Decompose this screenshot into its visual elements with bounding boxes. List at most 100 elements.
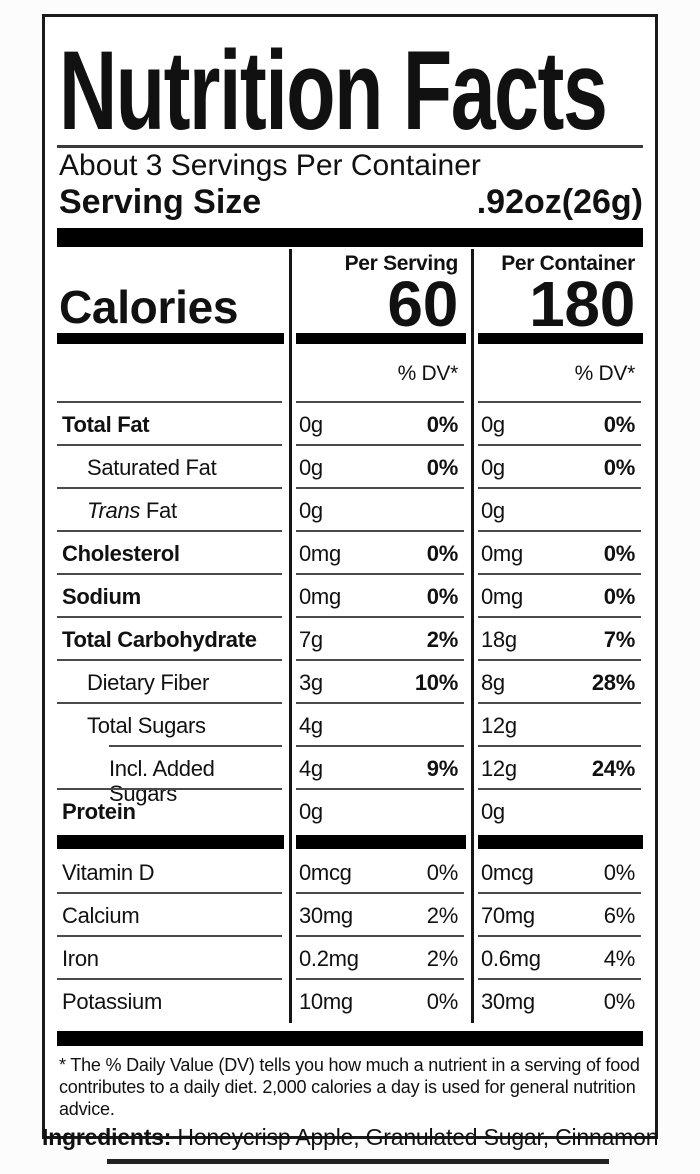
per-container-dv: 0% <box>603 541 636 566</box>
per-serving-dv: 0% <box>426 860 459 885</box>
per-container-amount: 70mg <box>481 903 535 928</box>
per-serving-header: Per Serving <box>344 252 459 275</box>
column-divider <box>284 403 296 446</box>
footer-separator-bar <box>57 1031 643 1046</box>
per-container-amount: 0g <box>481 799 505 824</box>
per-container-amount: 8g <box>481 670 505 695</box>
per-serving-amount: 7g <box>299 627 323 652</box>
per-serving-amount: 3g <box>299 670 323 695</box>
per-container-dv: 24% <box>591 756 635 781</box>
column-divider <box>466 704 478 747</box>
per-serving-dv: 0% <box>426 412 459 437</box>
per-serving-amount: 0g <box>299 498 323 523</box>
column-divider <box>466 980 478 1023</box>
per-serving-amount: 30mg <box>299 903 353 928</box>
ingredients-value: Honeycrisp Apple, Granulated Sugar, Cinn… <box>171 1124 659 1150</box>
per-container-amount: 30mg <box>481 989 535 1014</box>
calories-per-container: 180 <box>478 272 643 350</box>
per-container-dv: 0% <box>603 584 636 609</box>
column-divider <box>284 275 296 350</box>
column-divider <box>284 446 296 489</box>
serving-size-value: .92oz(26g) <box>476 183 643 221</box>
per-serving-amount: 10mg <box>299 989 353 1014</box>
per-container-dv: 0% <box>603 989 636 1014</box>
nutrient-name: Total Sugars <box>57 704 284 747</box>
per-serving-amount: 0g <box>299 412 323 437</box>
per-container-dv: 6% <box>603 903 636 928</box>
per-serving-dv: 9% <box>426 756 459 781</box>
nutrient-name-italic: Trans <box>87 498 141 523</box>
per-container-dv: 0% <box>603 860 636 885</box>
per-serving-dv: 0% <box>426 989 459 1014</box>
column-divider <box>466 403 478 446</box>
column-divider <box>284 937 296 980</box>
per-container-amount: 0.6mg <box>481 946 541 971</box>
per-container-dv: 4% <box>603 946 636 971</box>
column-divider <box>284 575 296 618</box>
per-serving-amount: 0mcg <box>299 860 352 885</box>
column-divider <box>466 833 478 851</box>
nutrient-name: Fat <box>140 498 177 523</box>
nutrient-name: Incl. Added Sugars <box>57 747 284 806</box>
per-serving-amount: 0.2mg <box>299 946 359 971</box>
per-container-amount: 0g <box>481 412 505 437</box>
per-serving-dv: 2% <box>426 903 459 928</box>
per-serving-amount: 0g <box>299 455 323 480</box>
column-divider <box>284 747 296 790</box>
per-container-amount: 18g <box>481 627 517 652</box>
per-serving-amount: 4g <box>299 713 323 738</box>
per-container-dv: 7% <box>603 627 636 652</box>
column-divider <box>466 249 478 275</box>
column-divider <box>466 618 478 661</box>
servings-per-container: About 3 Servings Per Container <box>59 149 481 182</box>
per-container-dv: 0% <box>603 455 636 480</box>
column-divider <box>466 532 478 575</box>
column-divider <box>466 350 478 403</box>
nutrition-facts-label: Nutrition Facts About 3 Servings Per Con… <box>42 14 658 1139</box>
column-divider <box>466 661 478 704</box>
column-divider <box>466 937 478 980</box>
per-serving-dv: 2% <box>426 627 459 652</box>
per-container-amount: 0g <box>481 455 505 480</box>
calories-label: Calories <box>57 275 284 350</box>
per-serving-dv: 0% <box>426 584 459 609</box>
nutrient-name: Vitamin D <box>57 851 284 894</box>
per-serving-amount: 0mg <box>299 584 341 609</box>
column-divider <box>284 249 296 275</box>
per-container-dv: 0% <box>603 412 636 437</box>
column-divider <box>284 532 296 575</box>
header-separator-bar <box>57 228 643 247</box>
nutrient-name: Sodium <box>57 575 284 618</box>
nutrient-name: Cholesterol <box>57 532 284 575</box>
nutrient-name: Potassium <box>62 989 163 1014</box>
column-divider <box>466 851 478 894</box>
nutrient-name: Dietary Fiber <box>57 661 284 704</box>
nutrition-table: Per Serving Per Container Calories 60 18… <box>57 249 643 1023</box>
nutrient-name: Total Fat <box>57 403 284 446</box>
label-title: Nutrition Facts <box>59 28 608 153</box>
ingredients-line: Ingredients: Honeycrisp Apple, Granulate… <box>42 1124 672 1151</box>
per-container-amount: 0mg <box>481 584 523 609</box>
column-divider <box>466 446 478 489</box>
serving-size-label: Serving Size <box>59 183 262 221</box>
column-divider <box>466 894 478 937</box>
ingredients-label: Ingredients: <box>42 1124 172 1150</box>
dv-header-serving: % DV* <box>296 350 466 403</box>
per-container-amount: 0g <box>481 498 505 523</box>
column-divider <box>284 618 296 661</box>
nutrient-name: Iron <box>57 937 284 980</box>
section-bar <box>478 835 643 849</box>
section-bar <box>57 835 284 849</box>
per-serving-dv: 10% <box>414 670 458 695</box>
column-divider <box>466 489 478 532</box>
column-divider <box>284 661 296 704</box>
column-divider <box>284 790 296 833</box>
column-divider <box>284 833 296 851</box>
partial-label-bar <box>107 1159 609 1164</box>
per-container-header: Per Container <box>501 252 635 275</box>
per-container-amount: 0mcg <box>481 860 534 885</box>
nutrient-name: Saturated Fat <box>57 446 284 489</box>
per-serving-dv: 2% <box>426 946 459 971</box>
column-divider <box>466 790 478 833</box>
title-rule <box>57 145 643 148</box>
